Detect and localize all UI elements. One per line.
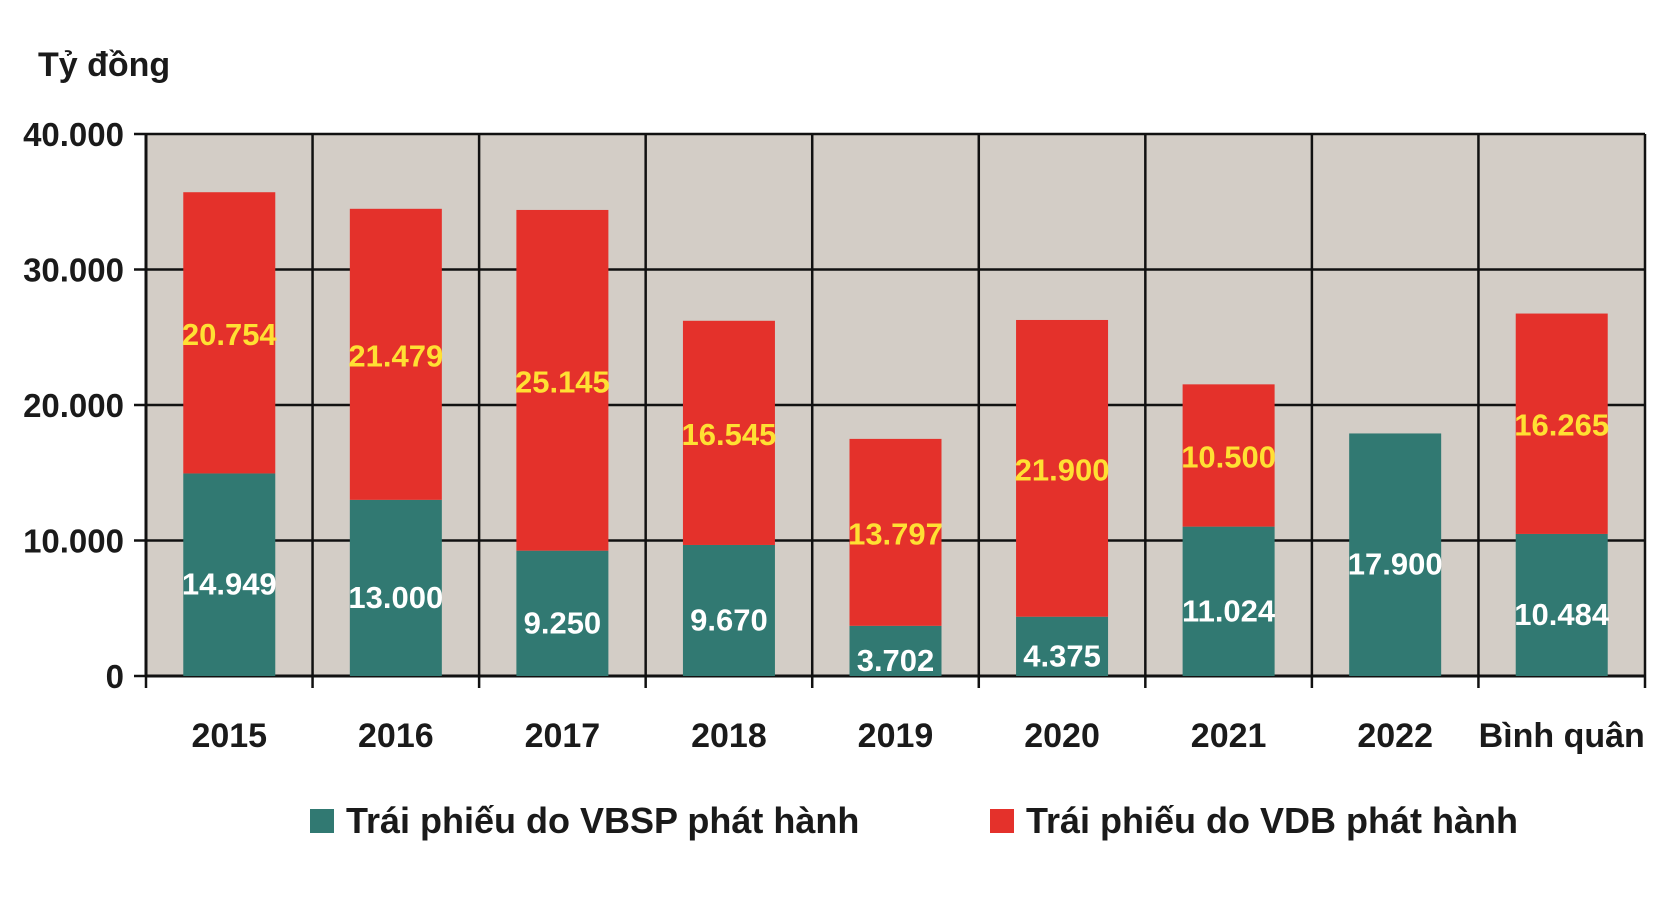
data-label-2017-series-1: 25.145 xyxy=(515,364,610,399)
bar-2017-series-0 xyxy=(516,550,609,676)
data-label-2022-series-0: 17.900 xyxy=(1348,547,1443,582)
bar-2019-series-1 xyxy=(849,438,942,626)
y-tick-label-0: 0 xyxy=(106,658,124,695)
bar-2020-series-1 xyxy=(1016,319,1109,617)
x-tick-label-2021: 2021 xyxy=(1191,717,1267,755)
bar-binh-quan-series-0 xyxy=(1515,533,1608,676)
bar-2021-series-0 xyxy=(1182,526,1275,676)
data-label-2019-series-1: 13.797 xyxy=(848,516,943,551)
bar-2019-series-0 xyxy=(849,625,942,676)
x-tick-label-2017: 2017 xyxy=(525,717,601,755)
bar-2018-series-0 xyxy=(682,544,775,676)
data-label-2016-series-1: 21.479 xyxy=(348,338,443,373)
data-label-2021-series-0: 11.024 xyxy=(1182,593,1276,628)
data-label-2018-series-1: 16.545 xyxy=(682,417,777,452)
legend-swatch-vbsp xyxy=(310,809,334,833)
data-label-binh-quan-series-1: 16.265 xyxy=(1514,408,1609,443)
y-tick-label-2: 20.000 xyxy=(23,387,124,424)
data-label-2021-series-1: 10.500 xyxy=(1181,439,1276,474)
x-tick-label-2016: 2016 xyxy=(358,717,434,755)
data-label-2020-series-1: 21.900 xyxy=(1015,452,1110,487)
x-tick-label-2019: 2019 xyxy=(858,717,934,755)
legend-swatch-vdb xyxy=(990,809,1014,833)
legend-item-vdb: Trái phiếu do VDB phát hành xyxy=(990,800,1518,842)
x-tick-label-2018: 2018 xyxy=(691,717,767,755)
y-tick-label-3: 30.000 xyxy=(23,252,124,289)
bar-2021-series-1 xyxy=(1182,384,1275,527)
y-tick-label-1: 10.000 xyxy=(23,523,124,560)
x-tick-label-2015: 2015 xyxy=(191,717,267,755)
bar-2022-series-0 xyxy=(1349,433,1442,676)
y-tick-label-4: 40.000 xyxy=(23,116,124,153)
x-tick-label-binh-quan: Bình quân xyxy=(1479,717,1645,755)
legend-item-vbsp: Trái phiếu do VBSP phát hành xyxy=(310,800,859,842)
y-axis-unit-label: Tỷ đồng xyxy=(38,46,171,84)
data-label-2018-series-0: 9.670 xyxy=(690,602,768,637)
bar-2015-series-0 xyxy=(183,473,276,676)
data-label-2019-series-0: 3.702 xyxy=(857,643,935,678)
bar-2015-series-1 xyxy=(183,192,276,474)
data-label-2015-series-0: 14.949 xyxy=(182,567,277,602)
data-label-2015-series-1: 20.754 xyxy=(182,317,278,352)
legend-label-vbsp: Trái phiếu do VBSP phát hành xyxy=(346,800,860,841)
bar-2017-series-1 xyxy=(516,209,609,551)
bar-2016-series-1 xyxy=(349,208,442,500)
x-tick-label-2020: 2020 xyxy=(1024,717,1100,755)
bar-2016-series-0 xyxy=(349,499,442,676)
bar-2020-series-0 xyxy=(1016,616,1109,676)
bar-binh-quan-series-1 xyxy=(1515,313,1608,534)
data-label-2017-series-0: 9.250 xyxy=(524,605,602,640)
data-label-binh-quan-series-0: 10.484 xyxy=(1514,597,1610,632)
x-tick-label-2022: 2022 xyxy=(1357,717,1433,755)
data-label-2016-series-0: 13.000 xyxy=(348,580,443,615)
bar-2018-series-1 xyxy=(682,320,775,545)
legend: Trái phiếu do VBSP phát hành Trái phiếu … xyxy=(0,800,1670,850)
legend-label-vdb: Trái phiếu do VDB phát hành xyxy=(1026,800,1519,841)
data-label-2020-series-0: 4.375 xyxy=(1023,638,1101,673)
